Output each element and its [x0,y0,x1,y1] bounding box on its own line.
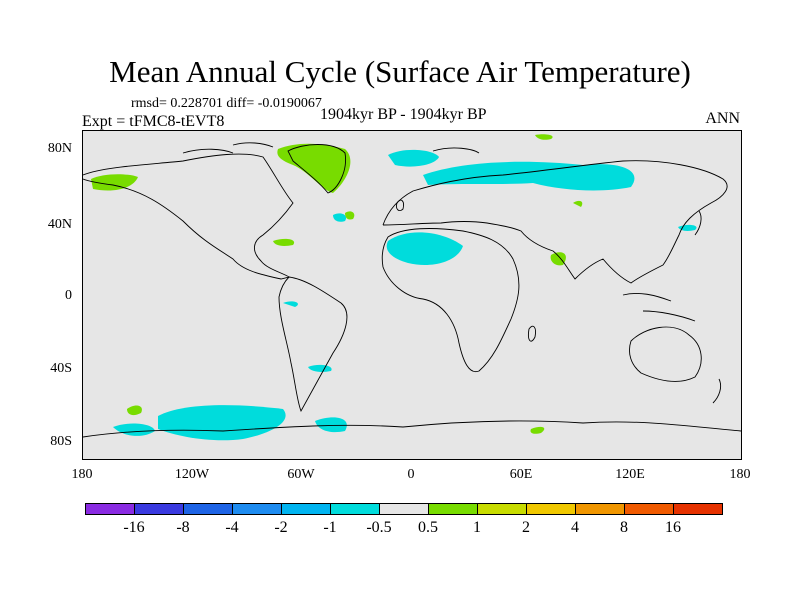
colorbar-swatch [379,503,429,515]
colorbar-swatch [624,503,674,515]
chart-title: Mean Annual Cycle (Surface Air Temperatu… [109,54,691,89]
colorbar-swatch [183,503,233,515]
colorbar-label: -16 [123,519,145,536]
colorbar-swatch [330,503,380,515]
colorbar-swatch [428,503,478,515]
colorbar-label: 8 [620,519,628,536]
season-label: ANN [705,110,740,127]
x-tick-120w: 120W [174,467,210,482]
period-label: 1904kyr BP - 1904kyr BP [320,106,487,123]
colorbar-label: -0.5 [366,519,392,536]
x-tick-180w: 180 [71,467,93,482]
x-tick-0: 0 [407,467,415,482]
stats-text: rmsd= 0.228701 diff= -0.0190067 [131,96,322,111]
y-tick-80s: 80S [50,434,72,449]
colorbar-swatch [281,503,331,515]
colorbar-swatch [477,503,527,515]
experiment-label: Expt = tFMC8-tEVT8 [82,113,225,130]
colorbar-label: 2 [522,519,530,536]
map-panel [82,130,742,460]
x-tick-120e: 120E [615,467,645,482]
colorbar-swatch [85,503,135,515]
colorbar-swatch [575,503,625,515]
colorbar-swatch [673,503,723,515]
colorbar [85,503,723,515]
colorbar-swatch [232,503,282,515]
y-tick-40n: 40N [47,217,72,232]
x-tick-180e: 180 [729,467,751,482]
colorbar-label: -8 [176,519,190,536]
y-tick-0: 0 [65,288,72,303]
y-tick-40s: 40S [50,361,72,376]
colorbar-swatch [526,503,576,515]
colorbar-label: -1 [323,519,337,536]
coastlines [83,142,741,438]
colorbar-label: 4 [571,519,579,536]
x-tick-60e: 60E [509,467,533,482]
warm-anomaly-patches [91,134,583,434]
colorbar-label: 0.5 [418,519,438,536]
colorbar-label: -2 [274,519,288,536]
colorbar-label: 1 [473,519,481,536]
colorbar-swatch [134,503,184,515]
cool-anomaly-patches [113,149,697,441]
x-tick-60w: 60W [287,467,315,482]
y-tick-80n: 80N [47,141,72,156]
colorbar-label: -4 [225,519,239,536]
colorbar-label: 16 [665,519,681,536]
world-map [83,134,741,441]
